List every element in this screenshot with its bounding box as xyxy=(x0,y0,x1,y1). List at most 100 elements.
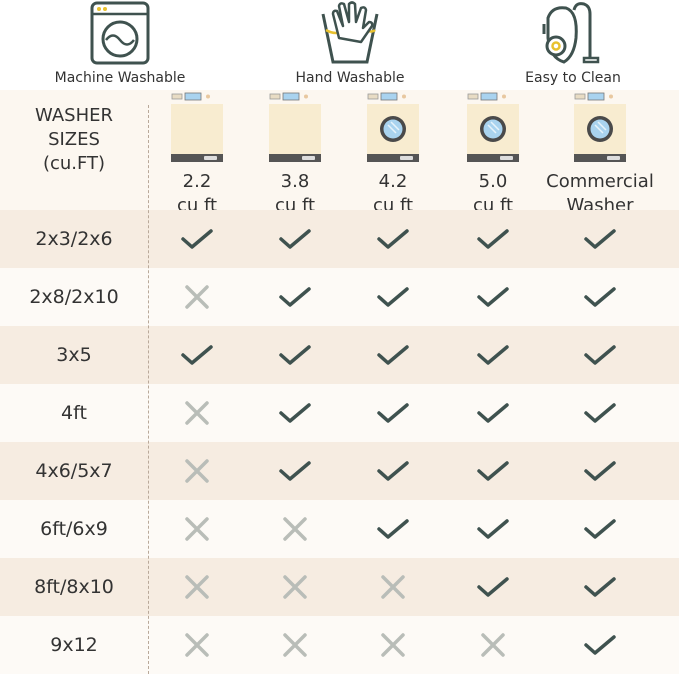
fit-cell xyxy=(363,384,423,442)
check-icon xyxy=(477,403,509,423)
washer-front-load-icon xyxy=(467,92,519,162)
fit-cell xyxy=(167,558,227,616)
fit-cell xyxy=(265,442,325,500)
table-row: 3x5 xyxy=(0,326,679,384)
fit-cell xyxy=(265,210,325,268)
table-row: 4x6/5x7 xyxy=(0,442,679,500)
cross-icon xyxy=(185,401,209,425)
feature-easy-to-clean: Easy to Clean xyxy=(500,0,646,86)
column-divider xyxy=(148,105,149,674)
washer-size: Commercial xyxy=(546,171,654,192)
rug-size: 4ft xyxy=(61,402,87,424)
washer-column-3: 5.0 cu ft xyxy=(438,92,548,218)
check-icon xyxy=(584,345,616,365)
washer-top-load-icon xyxy=(269,92,321,162)
table-row: 2x8/2x10 xyxy=(0,268,679,326)
vacuum-cleaner-icon xyxy=(542,2,600,64)
check-icon xyxy=(584,461,616,481)
fit-cell xyxy=(363,500,423,558)
fit-cell xyxy=(265,268,325,326)
fit-cell xyxy=(570,500,630,558)
features-bar: Machine Washable Hand Washable Easy to C… xyxy=(0,0,679,90)
table-header xyxy=(0,90,679,210)
cross-icon xyxy=(381,575,405,599)
rug-size: 3x5 xyxy=(56,344,92,366)
cross-icon xyxy=(381,633,405,657)
fit-cell xyxy=(570,558,630,616)
check-icon xyxy=(377,229,409,249)
washer-size: 4.2 xyxy=(378,171,408,192)
fit-cell xyxy=(463,442,523,500)
fit-cell xyxy=(265,558,325,616)
fit-cell xyxy=(265,616,325,674)
washer-front-load-icon xyxy=(574,92,626,162)
check-icon xyxy=(279,345,311,365)
check-icon xyxy=(181,345,213,365)
check-icon xyxy=(477,229,509,249)
fit-cell xyxy=(363,326,423,384)
check-icon xyxy=(584,635,616,655)
washer-front-load-icon xyxy=(367,92,419,162)
check-icon xyxy=(477,519,509,539)
fit-cell xyxy=(570,268,630,326)
fit-cell xyxy=(265,500,325,558)
rug-size: 6ft/6x9 xyxy=(40,518,108,540)
feature-hand-washable: Hand Washable xyxy=(270,0,430,86)
washer-column-0: 2.2 cu ft xyxy=(142,92,252,218)
rug-size: 9x12 xyxy=(50,634,98,656)
check-icon xyxy=(584,287,616,307)
fit-cell xyxy=(167,442,227,500)
fit-cell xyxy=(167,326,227,384)
washer-sizes-title: WASHER SIZES (cu.FT) xyxy=(35,105,113,174)
cross-icon xyxy=(185,517,209,541)
check-icon xyxy=(279,287,311,307)
fit-cell xyxy=(463,210,523,268)
table-row: 2x3/2x6 xyxy=(0,210,679,268)
cross-icon xyxy=(185,285,209,309)
fit-cell xyxy=(167,616,227,674)
hand-wash-icon xyxy=(321,1,379,64)
fit-cell xyxy=(570,210,630,268)
table-row: 6ft/6x9 xyxy=(0,500,679,558)
check-icon xyxy=(279,403,311,423)
check-icon xyxy=(477,287,509,307)
fit-cell xyxy=(167,500,227,558)
check-icon xyxy=(181,229,213,249)
cross-icon xyxy=(185,459,209,483)
table-row: 4ft xyxy=(0,384,679,442)
washer-column-1: 3.8 cu ft xyxy=(240,92,350,218)
fit-cell xyxy=(363,210,423,268)
cross-icon xyxy=(283,575,307,599)
check-icon xyxy=(584,577,616,597)
fit-cell xyxy=(463,500,523,558)
check-icon xyxy=(377,287,409,307)
fit-cell xyxy=(363,558,423,616)
cross-icon xyxy=(185,633,209,657)
washing-machine-icon xyxy=(90,1,150,65)
fit-cell xyxy=(570,616,630,674)
check-icon xyxy=(477,577,509,597)
check-icon xyxy=(477,345,509,365)
fit-cell xyxy=(463,558,523,616)
fit-cell xyxy=(363,268,423,326)
cross-icon xyxy=(283,517,307,541)
washer-size: 5.0 xyxy=(478,171,508,192)
washer-size: 3.8 xyxy=(280,171,310,192)
check-icon xyxy=(279,461,311,481)
table-row: 9x12 xyxy=(0,616,679,674)
check-icon xyxy=(279,229,311,249)
cross-icon xyxy=(185,575,209,599)
fit-cell xyxy=(463,268,523,326)
check-icon xyxy=(584,229,616,249)
check-icon xyxy=(377,461,409,481)
rug-size: 2x3/2x6 xyxy=(35,228,113,250)
rug-size: 2x8/2x10 xyxy=(29,286,119,308)
fit-cell xyxy=(167,268,227,326)
fit-cell xyxy=(570,384,630,442)
feature-machine-washable: Machine Washable xyxy=(40,0,200,86)
fit-cell xyxy=(570,326,630,384)
rug-size: 8ft/8x10 xyxy=(34,576,114,598)
washer-column-4: Commercial Washer xyxy=(545,92,655,218)
cross-icon xyxy=(481,633,505,657)
check-icon xyxy=(477,461,509,481)
